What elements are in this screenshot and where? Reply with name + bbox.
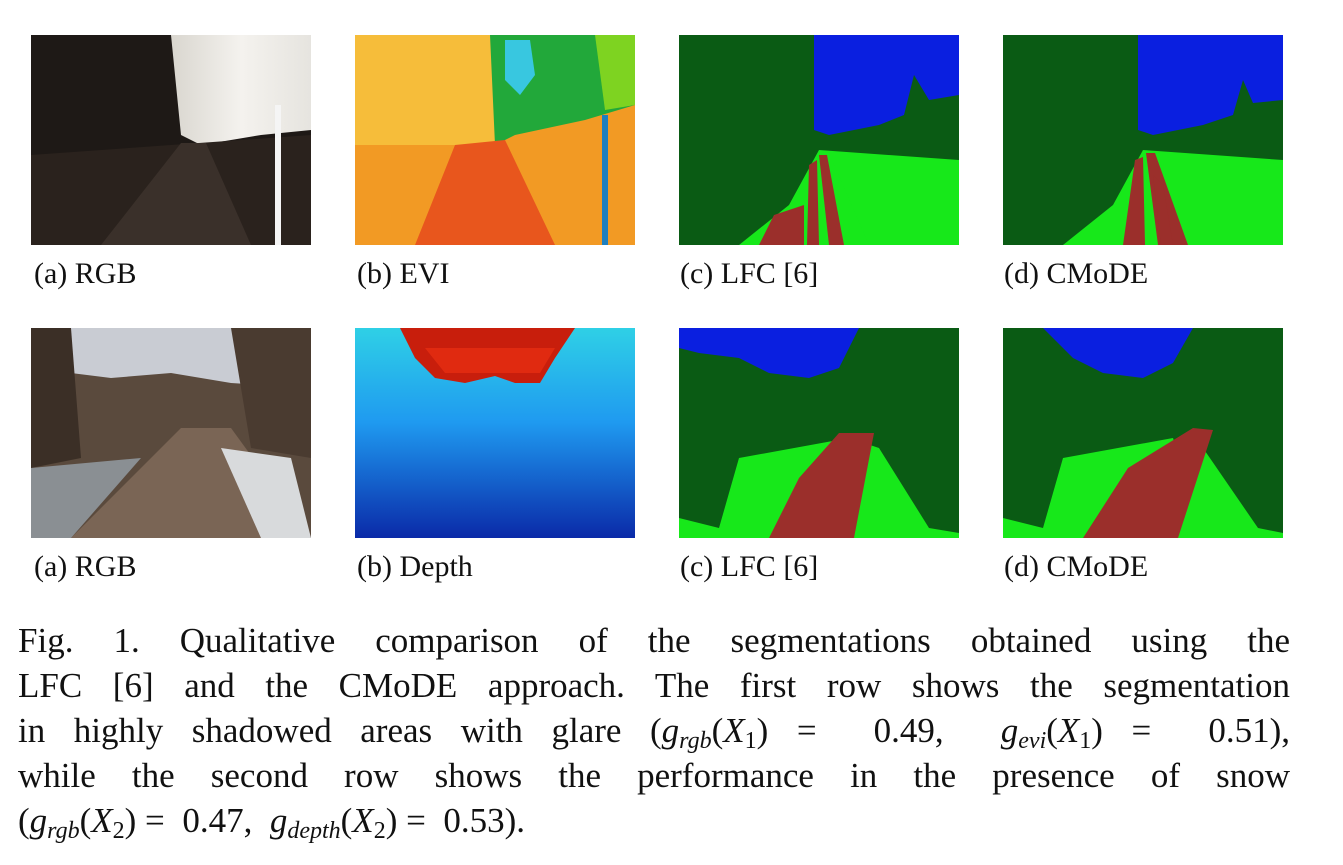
g-evi-x1-value: 0.51 xyxy=(1208,711,1270,750)
depth-image-row2 xyxy=(355,328,635,538)
lfc-segmentation-row1 xyxy=(679,35,959,245)
subfigure-label-d-row2: (d) CMoDE xyxy=(1004,550,1149,583)
evi-image-row1 xyxy=(355,35,635,245)
subfigure-label-a-row2: (a) RGB xyxy=(34,550,137,583)
subfigure-label-a-row1: (a) RGB xyxy=(34,257,137,290)
subfigure-label-b-row2: (b) Depth xyxy=(357,550,473,583)
cmode-segmentation-row1 xyxy=(1003,35,1283,245)
g-rgb-x2-value: 0.47 xyxy=(182,801,244,840)
caption-line-3-text: in highly shadowed areas with glare ( xyxy=(18,711,662,750)
caption-line-4: while the second row shows the performan… xyxy=(18,756,1290,795)
subfigure-label-b-row1: (b) EVI xyxy=(357,257,450,290)
lfc-segmentation-row2 xyxy=(679,328,959,538)
caption-line-2: LFC [6] and the CMoDE approach. The firs… xyxy=(18,666,1290,705)
caption-line-1: Fig. 1. Qualitative comparison of the se… xyxy=(18,621,1290,660)
caption-line-5: (grgb(X2) = 0.47, gdepth(X2) = 0.53). xyxy=(18,801,525,844)
subfigure-label-d-row1: (d) CMoDE xyxy=(1004,257,1149,290)
subfigure-label-c-row2: (c) LFC [6] xyxy=(680,550,819,583)
subfigure-label-c-row1: (c) LFC [6] xyxy=(680,257,819,290)
rgb-image-row2 xyxy=(31,328,311,538)
caption-line-3: in highly shadowed areas with glare (grg… xyxy=(18,711,1290,754)
cmode-segmentation-row2 xyxy=(1003,328,1283,538)
rgb-image-row1 xyxy=(31,35,311,245)
figure-caption: Fig. 1. Qualitative comparison of the se… xyxy=(18,618,1290,843)
g-depth-x2-value: 0.53 xyxy=(443,801,505,840)
g-rgb-x1-value: 0.49 xyxy=(873,711,935,750)
